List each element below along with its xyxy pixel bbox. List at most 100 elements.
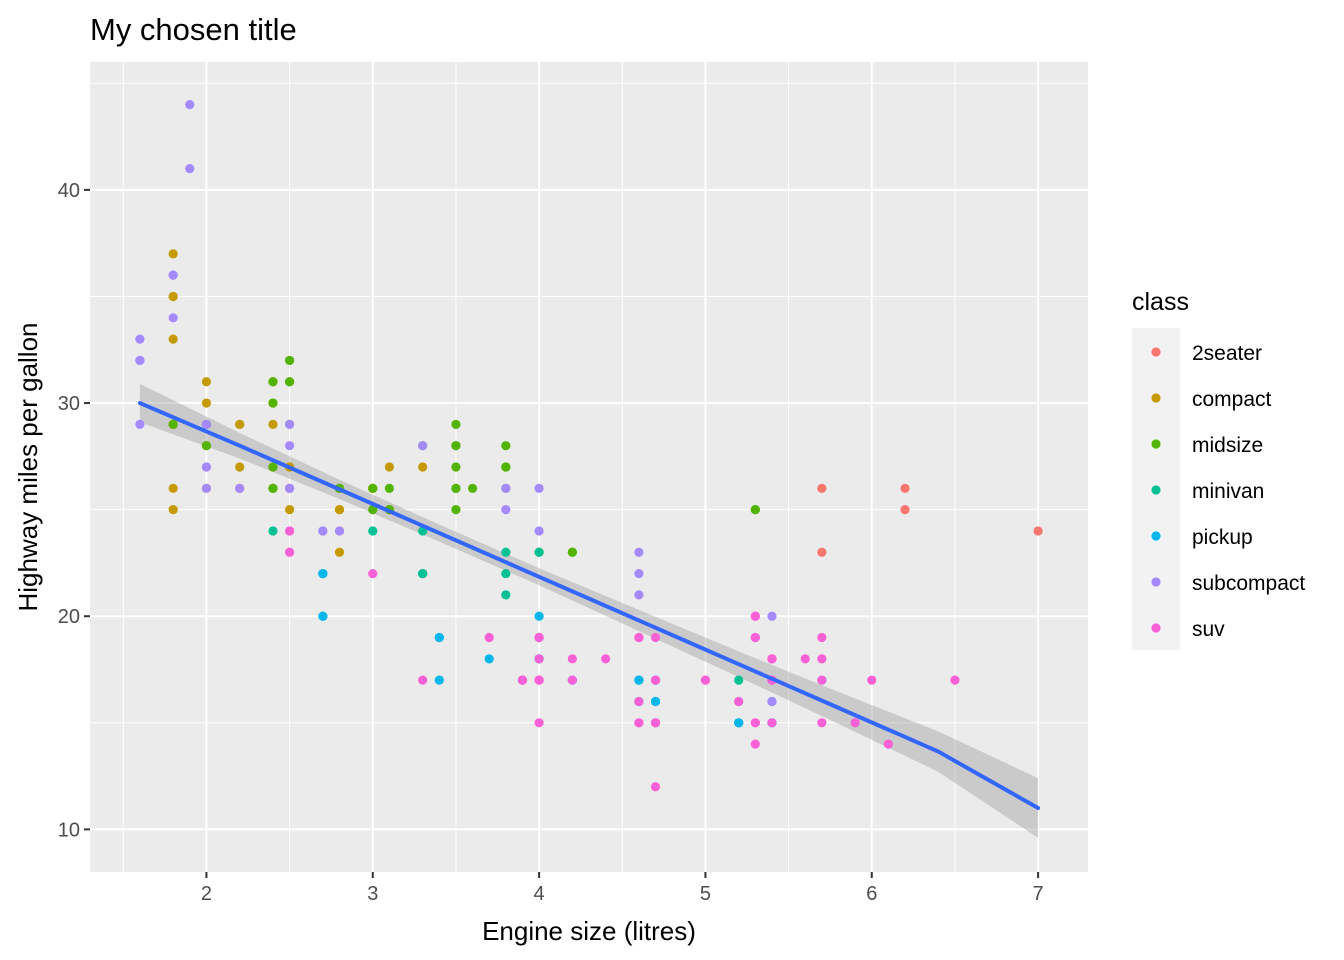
point-minivan	[501, 568, 511, 579]
y-tick-label: 10	[58, 819, 80, 841]
point-suv	[767, 718, 777, 728]
point-compact	[168, 505, 178, 515]
point-subcompact	[235, 483, 245, 493]
point-suv	[817, 632, 827, 643]
point-midsize	[384, 483, 394, 493]
point-midsize	[268, 377, 278, 387]
point-midsize	[268, 462, 278, 472]
legend-title: class	[1132, 288, 1189, 316]
point-pickup	[434, 632, 444, 643]
point-suv	[285, 526, 295, 536]
point-compact	[418, 462, 428, 472]
point-suv	[534, 718, 544, 728]
point-subcompact	[767, 611, 777, 621]
point-2seater	[900, 483, 910, 493]
points-layer	[135, 100, 1043, 792]
point-suv	[601, 654, 611, 664]
point-subcompact	[334, 526, 345, 536]
point-suv	[750, 632, 760, 643]
point-suv	[634, 718, 644, 728]
legend: class 2seater compact midsize minivan pickup…	[1132, 288, 1305, 650]
legend-label-midsize: midsize	[1192, 434, 1263, 457]
point-subcompact	[318, 526, 328, 536]
point-suv	[534, 675, 544, 685]
point-midsize	[451, 419, 461, 429]
point-compact	[334, 505, 345, 515]
point-subcompact	[285, 441, 295, 451]
point-midsize	[285, 355, 295, 366]
point-suv	[950, 675, 960, 685]
point-suv	[534, 654, 544, 664]
point-compact	[168, 483, 178, 493]
legend-key-pickup	[1151, 531, 1161, 541]
point-subcompact	[168, 270, 178, 280]
y-tick-label: 20	[58, 606, 80, 628]
point-subcompact	[501, 483, 511, 493]
plot-panel	[90, 62, 1088, 872]
point-minivan	[418, 568, 428, 579]
point-suv	[650, 782, 661, 792]
point-suv	[650, 675, 661, 685]
y-tick-label: 40	[58, 180, 80, 202]
point-suv	[817, 675, 827, 685]
x-tick-label: 4	[534, 883, 545, 905]
point-subcompact	[634, 590, 644, 600]
point-subcompact	[201, 483, 212, 493]
point-midsize	[451, 441, 461, 451]
point-suv	[650, 718, 661, 728]
legend-key-2seater	[1151, 347, 1161, 357]
point-2seater	[817, 483, 827, 493]
y-tick-label: 30	[58, 393, 80, 415]
chart-title: My chosen title	[90, 12, 297, 47]
point-pickup	[484, 654, 494, 664]
legend-label-pickup: pickup	[1192, 526, 1253, 549]
point-suv	[750, 718, 760, 728]
point-midsize	[268, 483, 278, 493]
point-subcompact	[534, 526, 544, 536]
point-minivan	[501, 547, 511, 557]
legend-label-2seater: 2seater	[1192, 342, 1262, 365]
point-minivan	[368, 526, 378, 536]
trend-line	[137, 401, 1041, 811]
x-tick-label: 6	[866, 883, 877, 905]
point-subcompact	[168, 313, 178, 323]
point-minivan	[534, 547, 544, 557]
point-suv	[567, 675, 577, 685]
x-tick-label: 5	[700, 883, 711, 905]
point-suv	[867, 675, 877, 685]
point-suv	[734, 696, 744, 707]
point-compact	[168, 249, 178, 259]
point-subcompact	[185, 100, 195, 110]
point-minivan	[268, 526, 278, 536]
point-suv	[750, 611, 760, 621]
point-midsize	[451, 462, 461, 472]
confidence-band-layer	[139, 383, 1039, 838]
point-subcompact	[201, 462, 212, 472]
point-suv	[368, 568, 378, 579]
point-midsize	[501, 441, 511, 451]
point-compact	[201, 377, 212, 387]
point-subcompact	[534, 483, 544, 493]
y-axis: 10 20 30 40	[58, 180, 90, 841]
point-midsize	[451, 483, 461, 493]
x-axis: 2 3 4 5 6 7	[201, 872, 1044, 905]
point-pickup	[318, 611, 328, 621]
point-subcompact	[418, 441, 428, 451]
point-subcompact	[285, 483, 295, 493]
point-suv	[634, 696, 644, 707]
point-suv	[850, 718, 860, 728]
point-midsize	[467, 483, 478, 493]
point-midsize	[285, 377, 295, 387]
point-suv	[634, 632, 644, 643]
point-compact	[168, 291, 178, 302]
legend-label-compact: compact	[1192, 388, 1272, 411]
point-subcompact	[634, 568, 644, 579]
point-pickup	[318, 568, 328, 579]
x-axis-title: Engine size (litres)	[482, 916, 696, 946]
legend-label-suv: suv	[1192, 618, 1225, 641]
point-subcompact	[135, 355, 145, 366]
point-pickup	[534, 611, 544, 621]
point-minivan	[734, 675, 744, 685]
point-compact	[268, 419, 278, 429]
point-suv	[517, 675, 528, 685]
